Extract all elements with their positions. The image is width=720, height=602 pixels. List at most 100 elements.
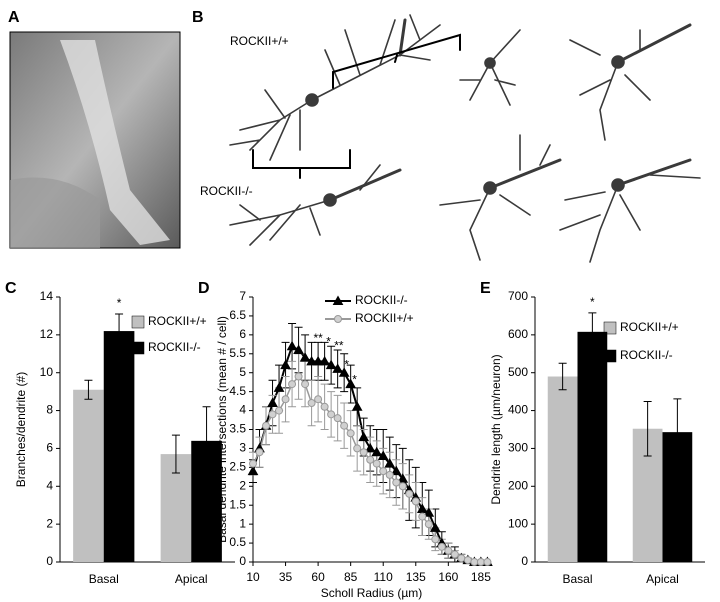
y-tick-label: 8 xyxy=(46,403,53,417)
y-tick-label: 4.5 xyxy=(229,384,246,398)
marker xyxy=(444,546,453,555)
marker xyxy=(307,399,316,407)
y-tick-label: 1 xyxy=(239,516,246,530)
x-tick-label: 135 xyxy=(406,570,426,584)
marker xyxy=(319,355,330,366)
error-bar xyxy=(84,379,93,400)
genotype-label: ROCKII-/- xyxy=(200,184,253,198)
marker xyxy=(262,421,271,430)
bar xyxy=(73,389,104,562)
marker xyxy=(398,482,407,491)
annotation: * xyxy=(344,357,349,371)
legend-swatch xyxy=(131,315,145,329)
marker xyxy=(390,465,402,476)
y-tick-label: 12 xyxy=(40,327,54,341)
marker xyxy=(437,542,446,551)
marker xyxy=(424,520,433,529)
marker xyxy=(333,414,342,423)
error-bar xyxy=(202,406,211,476)
marker xyxy=(483,558,492,566)
y-tick-label: 100 xyxy=(508,516,528,530)
panel-label: D xyxy=(198,280,210,297)
marker xyxy=(273,382,285,392)
marker xyxy=(379,467,388,476)
y-tick-label: 2 xyxy=(46,516,53,530)
y-tick-label: 5.5 xyxy=(229,346,246,360)
marker xyxy=(338,367,350,377)
panel-label: E xyxy=(480,280,491,297)
marker xyxy=(346,429,355,438)
marker xyxy=(416,503,428,513)
x-tick-label: 185 xyxy=(471,570,491,584)
y-tick-label: 400 xyxy=(508,403,528,417)
marker xyxy=(392,478,401,487)
error-bar xyxy=(588,312,597,352)
marker xyxy=(294,372,303,381)
x-tick-label: 160 xyxy=(438,570,458,584)
y-tick-label: 10 xyxy=(40,365,54,379)
y-tick-label: 6 xyxy=(239,327,246,341)
error-bar xyxy=(558,362,567,391)
y-tick-label: 1.5 xyxy=(229,497,246,511)
annotation: * xyxy=(590,295,595,309)
marker xyxy=(457,554,466,563)
error-bar xyxy=(171,434,180,474)
marker xyxy=(327,410,336,419)
marker xyxy=(281,395,290,404)
marker xyxy=(306,355,317,366)
marker xyxy=(275,406,284,415)
marker xyxy=(371,446,383,457)
legend-label: ROCKII+/+ xyxy=(148,314,207,328)
marker xyxy=(364,442,376,453)
y-tick-label: 3.5 xyxy=(229,422,246,436)
legend-swatch xyxy=(131,341,145,355)
y-tick-label: 4 xyxy=(239,403,246,417)
error-bar xyxy=(673,398,682,466)
y-tick-label: 6.5 xyxy=(229,308,246,322)
legend-label: ROCKII+/+ xyxy=(355,311,414,325)
y-tick-label: 3 xyxy=(239,441,246,455)
marker xyxy=(334,315,342,323)
neuron-drawings xyxy=(229,14,701,263)
y-tick-label: 700 xyxy=(508,289,528,303)
x-tick-label: 60 xyxy=(311,570,325,584)
marker xyxy=(358,431,370,442)
marker xyxy=(332,363,343,373)
error-bar xyxy=(643,400,652,457)
marker xyxy=(405,489,414,498)
annotation: ** xyxy=(313,331,323,345)
y-tick-label: 0.5 xyxy=(229,535,246,549)
legend-swatch xyxy=(603,349,617,363)
marker xyxy=(377,450,389,460)
x-tick-label: Basal xyxy=(562,572,592,586)
y-tick-label: 4 xyxy=(46,478,53,492)
y-tick-label: 2.5 xyxy=(229,460,246,474)
marker xyxy=(351,401,363,411)
marker xyxy=(423,507,435,517)
marker xyxy=(411,497,420,506)
marker xyxy=(301,380,310,389)
marker xyxy=(320,402,329,411)
marker xyxy=(463,556,472,565)
legend-label: ROCKII+/+ xyxy=(620,320,679,334)
x-tick-label: Apical xyxy=(646,572,679,586)
y-tick-label: 6 xyxy=(46,441,53,455)
marker xyxy=(332,295,344,305)
marker xyxy=(353,444,362,453)
marker xyxy=(418,512,427,521)
y-axis-title: Basal dendrite intersections (mean # / c… xyxy=(215,316,229,543)
marker xyxy=(359,448,368,457)
genotype-label: ROCKII+/+ xyxy=(230,34,289,48)
y-axis-title: Dendrite length (µm/neuron) xyxy=(489,354,503,504)
marker xyxy=(286,340,298,351)
marker xyxy=(470,558,479,566)
y-axis-title: Branches/dendrite (#) xyxy=(14,372,28,487)
y-tick-label: 0 xyxy=(521,554,528,568)
marker xyxy=(280,359,291,370)
marker xyxy=(385,470,394,479)
panel-label: B xyxy=(192,9,204,26)
marker xyxy=(247,465,259,476)
photo xyxy=(9,31,181,249)
legend-label: ROCKII-/- xyxy=(148,340,201,354)
